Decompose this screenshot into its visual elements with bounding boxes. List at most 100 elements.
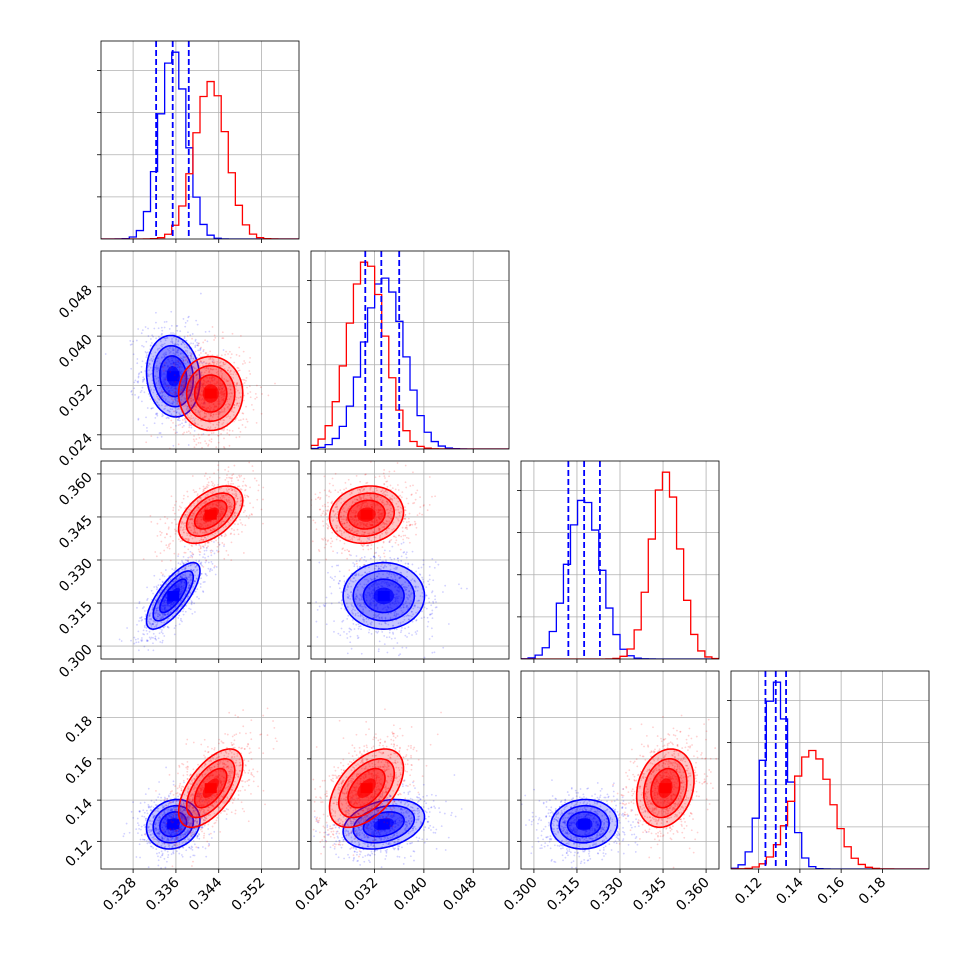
sample-point	[174, 395, 177, 398]
sample-point	[156, 357, 159, 360]
sample-point	[141, 329, 144, 332]
sample-point	[207, 379, 210, 382]
sample-point	[222, 361, 225, 364]
sample-point	[434, 598, 437, 601]
sample-point	[205, 508, 208, 510]
sample-point	[241, 412, 244, 414]
sample-point	[252, 408, 255, 411]
sample-point	[195, 490, 198, 493]
sample-point	[175, 500, 178, 503]
sample-point	[199, 496, 202, 499]
sample-point	[200, 374, 203, 377]
sample-point	[164, 536, 166, 539]
sample-point	[223, 392, 226, 395]
sample-point	[167, 385, 169, 387]
sample-point	[346, 584, 349, 587]
sample-point	[196, 509, 198, 512]
sample-point	[186, 335, 189, 337]
sample-point	[225, 498, 228, 501]
sample-point	[166, 617, 169, 620]
sample-point	[324, 505, 327, 508]
sample-point	[164, 382, 167, 385]
sample-point	[226, 432, 229, 435]
contour-series_b	[185, 364, 236, 423]
sample-point	[217, 434, 220, 437]
sample-point	[201, 446, 203, 449]
sample-point	[383, 643, 386, 646]
sample-point	[223, 543, 226, 546]
sample-point	[367, 631, 370, 634]
sample-point	[399, 576, 402, 579]
sample-point	[186, 495, 189, 498]
sample-point	[215, 501, 218, 503]
sample-point	[204, 525, 207, 527]
sample-point	[183, 381, 186, 384]
sample-point	[229, 385, 231, 388]
sample-point	[197, 507, 200, 509]
sample-point	[189, 526, 192, 529]
sample-point	[159, 392, 162, 394]
sample-point	[163, 342, 166, 345]
sample-point	[227, 384, 229, 387]
sample-point	[230, 506, 233, 509]
sample-point	[153, 375, 156, 377]
sample-point	[229, 415, 232, 418]
sample-point	[164, 364, 166, 367]
sample-point	[152, 632, 155, 635]
sample-point	[220, 393, 223, 395]
sample-point	[208, 376, 211, 379]
sample-point	[208, 330, 211, 333]
sample-point	[150, 626, 153, 628]
sample-point	[431, 609, 434, 612]
sample-point	[164, 605, 167, 608]
sample-point	[191, 406, 194, 409]
sample-point	[359, 614, 362, 617]
sample-point	[148, 359, 151, 361]
sample-point	[172, 399, 175, 402]
sample-point	[215, 368, 218, 371]
sample-point	[255, 479, 258, 482]
sample-point	[414, 580, 417, 583]
sample-point	[229, 370, 232, 373]
sample-point	[172, 602, 175, 605]
sample-point	[423, 606, 426, 609]
sample-point	[414, 585, 417, 588]
sample-point	[216, 504, 218, 507]
sample-point	[196, 394, 199, 397]
sample-point	[149, 366, 152, 369]
sample-point	[149, 617, 152, 620]
sample-point	[222, 494, 224, 497]
sample-point	[148, 362, 151, 365]
sample-point	[172, 421, 174, 424]
sample-point	[372, 589, 375, 592]
sample-point	[396, 574, 399, 577]
sample-point	[151, 623, 154, 626]
sample-point	[183, 375, 185, 378]
sample-point	[221, 388, 224, 390]
sample-point	[233, 493, 236, 496]
sample-point	[167, 417, 170, 420]
sample-point	[379, 568, 382, 571]
sample-point	[185, 339, 188, 342]
sample-point	[408, 618, 410, 621]
sample-point	[199, 415, 202, 418]
sample-point	[341, 492, 343, 494]
sample-point	[180, 395, 183, 398]
sample-point	[220, 506, 222, 509]
sample-point	[338, 580, 341, 582]
sample-point	[363, 559, 365, 561]
sample-point	[209, 357, 212, 360]
sample-point	[212, 491, 215, 494]
sample-point	[175, 411, 178, 413]
sample-point	[174, 391, 177, 394]
sample-point	[211, 416, 214, 418]
sample-point	[181, 366, 183, 369]
sample-point	[161, 422, 164, 425]
sample-point	[174, 573, 177, 576]
sample-point	[203, 508, 206, 510]
sample-point	[168, 389, 171, 392]
sample-point	[197, 548, 200, 551]
sample-point	[207, 380, 209, 383]
sample-point	[191, 552, 193, 554]
sample-point	[223, 419, 226, 422]
